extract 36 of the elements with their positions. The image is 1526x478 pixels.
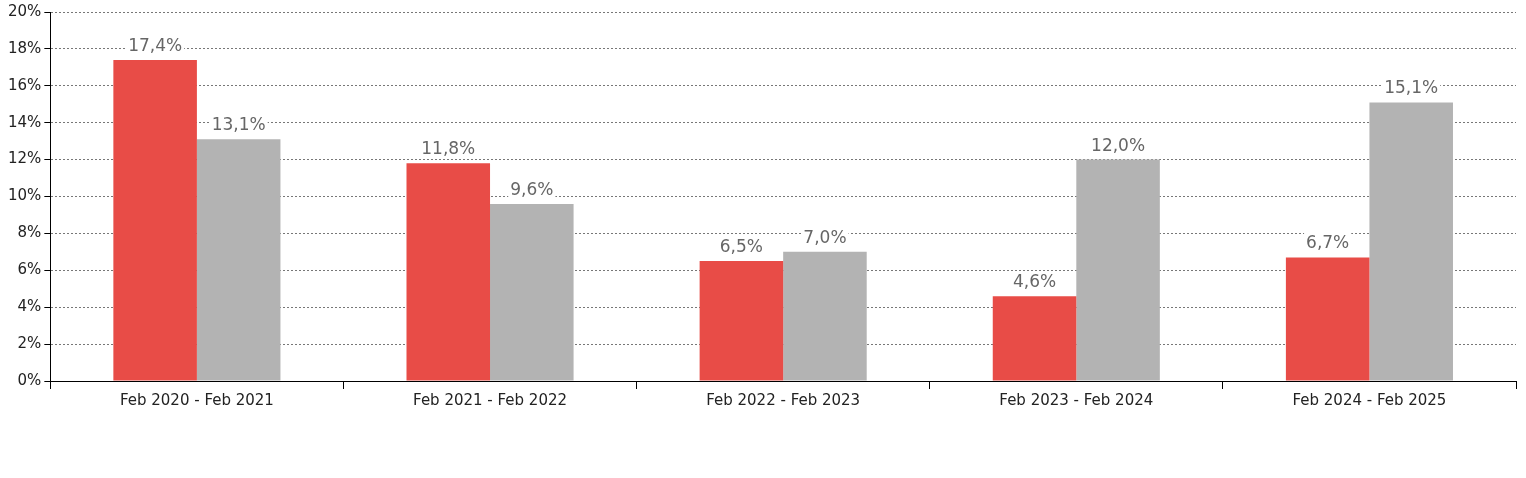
data-label: 15,1% (1384, 77, 1439, 98)
y-tick-label: 6% (17, 260, 42, 279)
bar (1369, 102, 1453, 381)
y-tick-label: 10% (8, 186, 42, 205)
y-tick-label: 4% (17, 297, 42, 316)
data-label: 11,8% (421, 138, 476, 159)
x-tick-label: Feb 2021 - Feb 2022 (413, 390, 568, 409)
data-label: 9,6% (510, 178, 554, 199)
x-tick-label: Feb 2020 - Feb 2021 (119, 390, 274, 409)
bar (992, 296, 1077, 381)
y-tick-label: 0% (17, 370, 42, 389)
y-tick-label: 8% (17, 223, 42, 242)
data-label: 6,5% (719, 236, 763, 256)
y-tick-label: 14% (8, 112, 42, 131)
x-tick-label: Feb 2022 - Feb 2023 (706, 390, 861, 409)
x-tick-label: Feb 2023 - Feb 2024 (999, 390, 1154, 409)
data-label: 7,0% (803, 226, 847, 247)
bar (406, 163, 491, 381)
y-tick-label: 12% (8, 149, 42, 168)
data-label: 4,6% (1012, 271, 1057, 292)
bar (783, 251, 867, 381)
bar (490, 203, 574, 381)
bar (1285, 257, 1370, 381)
data-label: 17,4% (128, 34, 183, 55)
bar (699, 261, 784, 381)
x-tick-label: Feb 2024 - Feb 2025 (1292, 390, 1447, 409)
y-tick-label: 18% (8, 38, 42, 57)
data-label: 6,7% (1306, 232, 1350, 253)
y-tick-label: 16% (8, 75, 42, 94)
y-tick-label: 20% (8, 1, 42, 20)
bar (1076, 159, 1160, 381)
bar (113, 59, 197, 381)
data-label: 13,1% (211, 114, 266, 135)
bar (196, 139, 281, 381)
data-label: 12,0% (1091, 134, 1146, 155)
y-tick-label: 2% (17, 333, 42, 352)
